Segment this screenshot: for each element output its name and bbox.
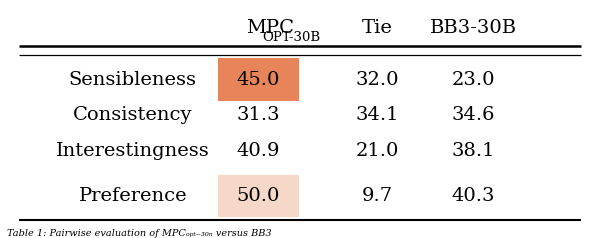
Text: Consistency: Consistency [73,106,193,124]
Text: 9.7: 9.7 [362,187,393,205]
Text: 34.6: 34.6 [451,106,495,124]
Text: 31.3: 31.3 [236,106,280,124]
Text: 40.3: 40.3 [451,187,495,205]
Text: Interestingness: Interestingness [56,142,209,160]
Text: OPT-30B: OPT-30B [262,31,320,44]
Text: Sensibleness: Sensibleness [69,71,197,89]
FancyBboxPatch shape [218,174,299,217]
Text: 23.0: 23.0 [451,71,495,89]
Text: 34.1: 34.1 [356,106,400,124]
Text: Table 1: Pairwise evaluation of MPCₒₚₜ₋₃₀ₙ versus BB3: Table 1: Pairwise evaluation of MPCₒₚₜ₋₃… [7,229,272,238]
Text: 40.9: 40.9 [236,142,280,160]
Text: 45.0: 45.0 [236,71,280,89]
Text: 50.0: 50.0 [236,187,280,205]
Text: BB3-30B: BB3-30B [430,19,517,37]
Text: MPC: MPC [246,19,294,37]
Text: Preference: Preference [79,187,187,205]
Text: 21.0: 21.0 [356,142,400,160]
Text: 38.1: 38.1 [451,142,495,160]
Text: Tie: Tie [362,19,393,37]
FancyBboxPatch shape [218,58,299,101]
Text: 32.0: 32.0 [356,71,400,89]
